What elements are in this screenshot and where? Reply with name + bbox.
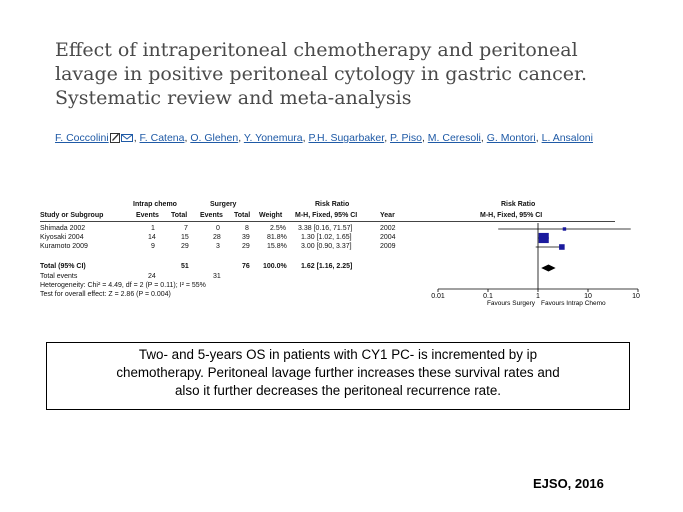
author-link[interactable]: F. Coccolini — [55, 132, 109, 144]
x-tick-label: 0.1 — [483, 293, 493, 300]
total-risk-ratio: 1.62 [1.16, 2.25] — [301, 263, 353, 270]
x-tick-label: 1 — [536, 293, 540, 300]
paper-title: Effect of intraperitoneal chemotherapy a… — [55, 38, 655, 110]
forest-plot-table: Intrap chemo Surgery Risk Ratio Risk Rat… — [40, 197, 640, 317]
author-link[interactable]: P.H. Sugarbaker — [308, 132, 385, 144]
weight: 81.8% — [267, 234, 287, 241]
favours-left-label: Favours Surgery — [487, 300, 536, 307]
year: 2004 — [380, 234, 396, 241]
favours-right-label: Favours Intrap Chemo — [541, 300, 606, 307]
author-link[interactable]: L. Ansaloni — [541, 132, 593, 144]
group-header-risk-ratio-plot: Risk Ratio — [501, 201, 536, 208]
study-name: Kiyosaki 2004 — [40, 234, 84, 241]
title-line-1: Effect of intraperitoneal chemotherapy a… — [55, 39, 578, 61]
total-weight: 100.0% — [263, 263, 287, 270]
study-name: Shimada 2002 — [40, 225, 86, 232]
header-events-1: Events — [136, 212, 159, 219]
study-marker — [559, 244, 565, 250]
summary-line-3: also it further decreases the peritoneal… — [174, 383, 501, 398]
total-2: 39 — [242, 234, 250, 241]
group-header-surgery: Surgery — [210, 201, 237, 208]
events-2: 3 — [216, 243, 220, 250]
events-1: 1 — [151, 225, 155, 232]
study-marker — [562, 227, 567, 231]
citation: EJSO, 2016 — [533, 476, 604, 491]
edit-note-icon — [109, 133, 120, 143]
events-2: 0 — [216, 225, 220, 232]
header-events-2: Events — [200, 212, 223, 219]
risk-ratio: 3.00 [0.90, 3.37] — [301, 243, 352, 250]
total-1: 7 — [184, 225, 188, 232]
header-divider — [40, 221, 615, 222]
total-events-2: 31 — [213, 273, 221, 280]
events-2: 28 — [213, 234, 221, 241]
x-tick-label: 100 — [632, 293, 640, 300]
study-marker — [538, 232, 549, 244]
weight: 15.8% — [267, 243, 287, 250]
header-plot-method: M-H, Fixed, 95% CI — [480, 212, 543, 219]
events-1: 9 — [151, 243, 155, 250]
x-tick-label: 0.01 — [431, 293, 445, 300]
total-2: 29 — [242, 243, 250, 250]
overall-effect-text: Test for overall effect: Z = 2.86 (P = 0… — [40, 291, 171, 298]
events-1: 14 — [148, 234, 156, 241]
header-study: Study or Subgroup — [40, 212, 104, 219]
total-1: 51 — [181, 263, 189, 270]
total-events-1: 24 — [148, 273, 156, 280]
heterogeneity-text: Heterogeneity: Chi² = 4.49, df = 2 (P = … — [40, 282, 206, 289]
total-events-label: Total events — [40, 273, 78, 280]
author-link[interactable]: F. Catena — [139, 132, 185, 144]
header-method: M-H, Fixed, 95% CI — [295, 212, 358, 219]
year: 2002 — [380, 225, 396, 232]
author-icons — [109, 132, 134, 148]
author-link[interactable]: Y. Yonemura — [243, 132, 303, 144]
risk-ratio: 1.30 [1.02, 1.65] — [301, 234, 352, 241]
title-line-3: Systematic review and meta-analysis — [55, 87, 412, 109]
header-total-1: Total — [171, 212, 188, 219]
group-header-risk-ratio: Risk Ratio — [315, 201, 350, 208]
total-label: Total (95% CI) — [40, 263, 86, 270]
header-year: Year — [380, 212, 395, 219]
year: 2009 — [380, 243, 396, 250]
total-1: 29 — [181, 243, 189, 250]
weight: 2.5% — [270, 225, 286, 232]
forest-plot: 0.01 0.1 1 10 100 Favours Surgery Favours Intr… — [431, 223, 640, 307]
author-list: F. Coccolini, F. Catena, O. Glehen, Y. Y… — [55, 131, 655, 148]
total-2: 76 — [242, 263, 250, 270]
author-link[interactable]: O. Glehen — [190, 132, 239, 144]
summary-line-2: chemotherapy. Peritoneal lavage further … — [116, 365, 560, 380]
author-link[interactable]: P. Piso — [390, 132, 422, 144]
summary-line-1: Two- and 5-years OS in patients with CY1… — [138, 347, 538, 362]
risk-ratio: 3.38 [0.16, 71.57] — [298, 225, 353, 232]
author-link[interactable]: G. Montori — [486, 132, 536, 144]
total-2: 8 — [245, 225, 249, 232]
author-link[interactable]: M. Ceresoli — [427, 132, 481, 144]
header-total-2: Total — [234, 212, 251, 219]
summary-box: Two- and 5-years OS in patients with CY1… — [46, 342, 630, 410]
pooled-diamond — [541, 264, 556, 272]
study-name: Kuramoto 2009 — [40, 243, 88, 250]
total-1: 15 — [181, 234, 189, 241]
x-tick-label: 10 — [584, 293, 592, 300]
group-header-intrap: Intrap chemo — [133, 201, 177, 208]
title-line-2: lavage in positive peritoneal cytology i… — [55, 63, 588, 85]
header-weight: Weight — [259, 212, 283, 219]
mail-icon[interactable] — [120, 134, 133, 142]
